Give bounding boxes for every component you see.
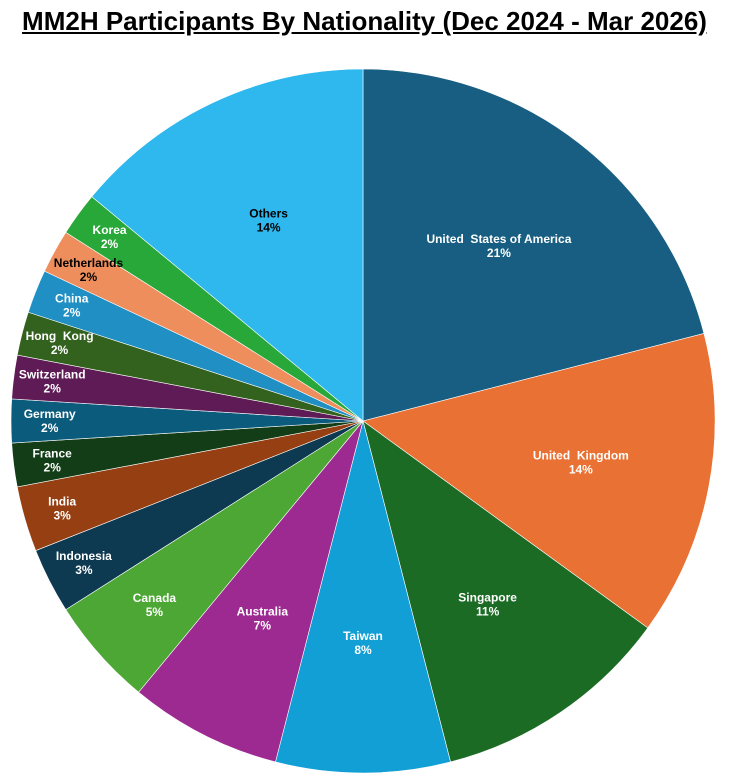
slice-label: China 2% (55, 292, 89, 320)
slice-label-value: 8% (354, 643, 372, 657)
slice-label-name: Germany (24, 407, 76, 421)
pie-slice-others (91, 68, 364, 422)
slice-label-value: 14% (569, 463, 593, 477)
pie-slice-australia (138, 420, 364, 763)
slice-label-value: 11% (476, 604, 500, 618)
slice-label-value: 2% (80, 270, 98, 284)
slice-label-name: Indonesia (56, 549, 112, 563)
slice-label-name: Others (249, 206, 288, 220)
slice-label: United States of America 21% (426, 232, 571, 260)
slice-label-value: 2% (101, 237, 119, 251)
pie-slice-united-states-of-america (362, 68, 705, 422)
slice-label-name: United Kingdom (533, 449, 629, 463)
slice-label-name: Taiwan (343, 629, 383, 643)
slice-label-value: 3% (53, 508, 71, 522)
slice-label: Australia 7% (237, 605, 289, 633)
slice-label-name: India (48, 494, 76, 508)
slice-label-value: 2% (44, 382, 62, 396)
slice-label-name: Australia (237, 605, 289, 619)
slice-label-name: Hong Kong (26, 329, 94, 343)
slice-label: Canada 5% (133, 591, 177, 619)
pie-slice-united-kingdom (362, 333, 716, 629)
pie-slice-taiwan (275, 420, 451, 774)
slice-label-name: Korea (93, 223, 127, 237)
slice-label-value: 2% (63, 306, 81, 320)
slice-label: Switzerland 2% (19, 368, 86, 396)
slice-label-name: China (55, 292, 89, 306)
slice-label-name: Singapore (458, 590, 517, 604)
slice-label-value: 14% (257, 220, 281, 234)
slice-label: Netherlands 2% (54, 256, 124, 284)
slice-label-name: Netherlands (54, 256, 124, 270)
slice-label-name: United States of America (426, 232, 571, 246)
slice-label: Indonesia 3% (56, 549, 112, 577)
slice-label-value: 7% (254, 619, 272, 633)
slice-label-value: 5% (146, 605, 164, 619)
slice-label-value: 3% (75, 563, 93, 577)
chart-title: MM2H Participants By Nationality (Dec 20… (22, 6, 707, 36)
slice-label: India 3% (48, 494, 76, 522)
slice-label-value: 2% (44, 460, 62, 474)
slice-label: France 2% (33, 446, 73, 474)
slice-label: United Kingdom 14% (533, 449, 629, 477)
slice-label-value: 21% (487, 246, 511, 260)
slice-label-value: 2% (41, 421, 59, 435)
slice-label-name: France (33, 446, 73, 460)
slice-label: Others 14% (249, 206, 288, 234)
slice-label: Germany 2% (24, 407, 76, 435)
slice-label: Singapore 11% (458, 590, 517, 618)
slice-label-name: Canada (133, 591, 177, 605)
slice-label: Taiwan 8% (343, 629, 383, 657)
slice-label-name: Switzerland (19, 368, 86, 382)
slice-label-value: 2% (51, 343, 69, 357)
slice-label: Korea 2% (93, 223, 127, 251)
slice-label: Hong Kong 2% (26, 329, 94, 357)
pie-slice-singapore (362, 420, 649, 763)
